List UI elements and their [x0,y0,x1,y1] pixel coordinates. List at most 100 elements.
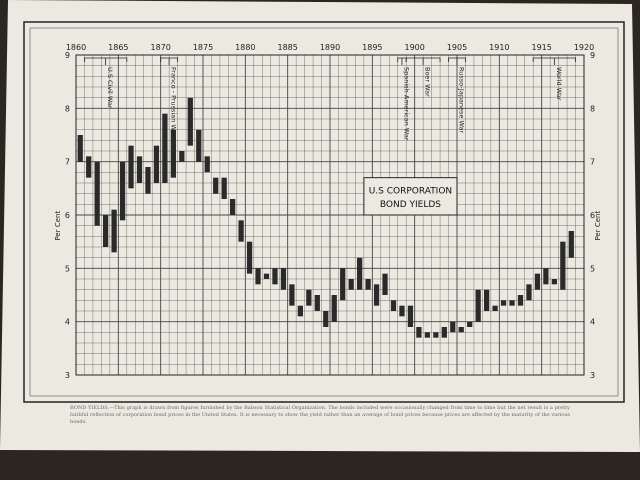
title-box [363,177,458,216]
yield-bar [373,284,380,306]
yield-bar [390,300,397,311]
outer-border [23,21,625,403]
y-tick-label-left: 9 [65,51,70,60]
yield-bar [500,300,507,306]
x-tick-label: 1860 [66,43,86,52]
yield-bar [407,305,414,327]
x-tick-label: 1915 [531,43,551,52]
yield-bar [280,268,287,290]
yield-bar [348,279,354,290]
yield-bar [111,209,117,253]
y-tick-label-right: 4 [590,318,595,327]
y-tick-label-right: 6 [590,211,595,220]
x-tick-label: 1885 [277,43,297,52]
y-tick-label-right: 7 [590,158,595,167]
yield-bar [365,279,371,290]
x-tick-label: 1870 [150,43,170,52]
yield-bar [153,145,160,183]
yield-bar [119,161,126,221]
x-tick-label: 1905 [447,43,467,52]
y-axis-label-left: Per Cent [54,211,62,241]
war-label: World War [555,67,563,101]
yield-bar [517,295,524,306]
yield-bar [551,279,557,285]
yield-bar [340,268,346,301]
yield-bar [450,321,456,333]
paper-sheet [0,0,640,452]
yield-bar [526,284,532,301]
x-tick-label: 1900 [404,43,424,52]
y-tick-label-left: 3 [65,371,70,380]
yield-bar [86,156,92,178]
yield-bar [255,268,261,285]
yield-bar [238,220,244,242]
yield-bar [458,327,464,333]
chart-title: U.S CORPORATION [369,186,452,196]
x-tick-label: 1920 [574,43,594,52]
yield-bar [77,135,83,162]
y-tick-label-left: 5 [65,264,70,273]
chart-caption: BOND YIELDS.—This graph is drawn from fi… [70,405,570,425]
yield-bar [543,268,549,285]
y-tick-label-right: 5 [590,264,595,273]
yield-bar [509,300,515,306]
x-tick-label: 1880 [235,43,255,52]
yield-bar [94,161,100,226]
yield-bar [230,199,236,215]
yield-bar [213,177,219,194]
yield-bar [187,97,193,146]
yield-bar [467,321,473,327]
war-label: Russo-Japanese War [458,67,466,133]
yield-bar [416,327,422,338]
yield-bar [306,289,312,306]
yield-bar [221,177,227,199]
y-axis-label-right: Per Cent [594,211,602,241]
yield-bar [560,241,566,290]
chart-subtitle: BOND YIELDS [380,200,441,210]
yield-bar [534,273,541,290]
y-tick-label-right: 8 [590,104,595,113]
y-tick-label-left: 7 [65,158,70,167]
war-label: U.S Civil War [106,67,114,109]
yield-bar [263,273,270,279]
yield-bar [492,305,498,311]
plot-border [75,54,585,376]
x-tick-label: 1865 [108,43,128,52]
war-label: Boer War [424,67,432,97]
yield-bar [399,305,405,317]
x-tick-label: 1890 [320,43,340,52]
yield-bar [179,151,185,162]
x-tick-label: 1875 [193,43,213,52]
yield-bar [103,215,109,247]
yield-bar [568,231,574,258]
war-label: Franco - Prussian War [170,67,178,137]
yield-bar [484,289,490,311]
yield-bar [204,156,210,173]
yield-bar [424,332,430,338]
yield-bar [145,167,151,194]
yield-bar [382,273,388,295]
yield-bar [272,268,278,285]
x-tick-label: 1910 [489,43,509,52]
yield-bar [475,289,481,322]
yield-bar [128,145,134,189]
inner-border [29,27,619,397]
yield-bar [136,156,143,183]
y-tick-label-right: 3 [590,371,595,380]
yield-bar [297,305,303,317]
yield-bar [357,257,363,290]
yield-bar [323,311,329,327]
yield-bar [289,284,295,306]
plot-area: 1860 1865 1870 1875 1880 1885 1890 1895 1900 1905… [54,43,602,380]
yield-bar [331,295,337,322]
yield-bar [314,295,320,311]
yield-bar [170,129,176,178]
y-tick-label-left: 4 [65,318,70,327]
war-label: Spanish-American War [402,67,410,141]
yield-bar [441,327,447,338]
yield-bar [433,332,439,338]
yield-bar [196,129,202,162]
x-tick-label: 1895 [362,43,382,52]
